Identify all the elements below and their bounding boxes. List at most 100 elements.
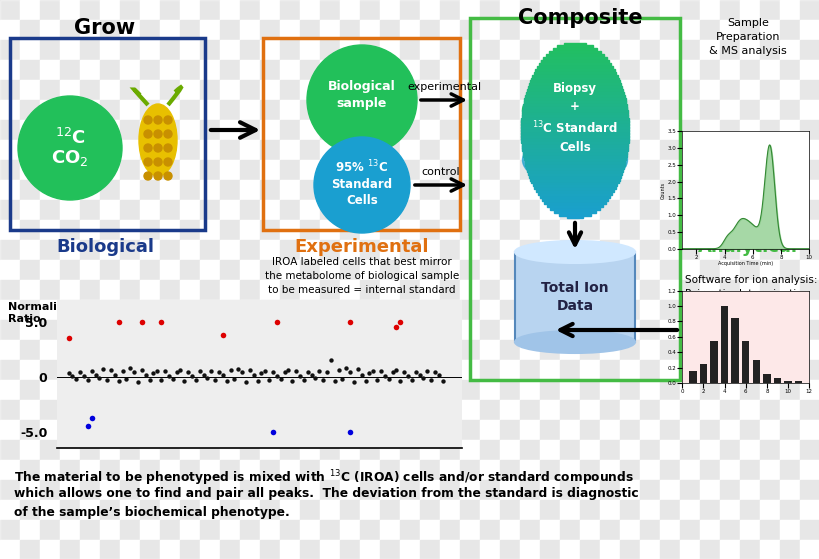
Bar: [459, 340, 479, 360]
Bar: [419, 200, 440, 220]
Point: [393, 318, 406, 326]
Bar: [219, 400, 240, 420]
Bar: [559, 260, 579, 280]
Bar: [459, 260, 479, 280]
Bar: [360, 200, 379, 220]
Bar: [579, 60, 600, 80]
Bar: [679, 80, 699, 100]
Bar: [400, 360, 419, 380]
Bar: [600, 80, 619, 100]
Bar: [639, 440, 659, 460]
Bar: [140, 100, 160, 120]
Bar: [522, 110, 627, 113]
Bar: [180, 0, 200, 20]
Bar: [779, 260, 799, 280]
Bar: [799, 120, 819, 140]
Point: [89, 370, 102, 379]
Bar: [535, 188, 613, 192]
Bar: [559, 380, 579, 400]
Bar: [479, 300, 500, 320]
Text: Biological: Biological: [56, 238, 154, 256]
Bar: [699, 280, 719, 300]
Bar: [699, 440, 719, 460]
Bar: [360, 240, 379, 260]
Bar: [100, 220, 120, 240]
Bar: [219, 300, 240, 320]
Bar: [759, 260, 779, 280]
Bar: [20, 200, 40, 220]
Bar: [739, 160, 759, 180]
Bar: [519, 80, 540, 100]
Bar: [479, 460, 500, 480]
Bar: [100, 80, 120, 100]
Bar: [40, 160, 60, 180]
Bar: [459, 400, 479, 420]
Bar: [340, 500, 360, 520]
Bar: [60, 520, 80, 540]
Bar: [419, 500, 440, 520]
Bar: [80, 460, 100, 480]
Bar: [240, 260, 260, 280]
Bar: [279, 0, 300, 20]
Bar: [279, 520, 300, 540]
Bar: [140, 400, 160, 420]
Bar: [379, 80, 400, 100]
Bar: [120, 480, 140, 500]
Bar: [739, 280, 759, 300]
Bar: [180, 280, 200, 300]
Bar: [600, 360, 619, 380]
Bar: [340, 280, 360, 300]
Bar: [639, 140, 659, 160]
Bar: [739, 200, 759, 220]
Point: [162, 371, 175, 380]
Bar: [440, 440, 459, 460]
Bar: [540, 520, 559, 540]
Point: [297, 376, 310, 385]
Bar: [419, 540, 440, 559]
Bar: [200, 260, 219, 280]
Point: [309, 373, 322, 382]
Bar: [180, 180, 200, 200]
Bar: [639, 220, 659, 240]
Bar: [60, 180, 80, 200]
Bar: [559, 20, 579, 40]
Bar: [379, 60, 400, 80]
Bar: [20, 80, 40, 100]
Point: [62, 334, 75, 343]
Bar: [699, 340, 719, 360]
Bar: [719, 440, 739, 460]
Bar: [759, 100, 779, 120]
Bar: [40, 260, 60, 280]
Bar: [659, 60, 679, 80]
Bar: [200, 60, 219, 80]
Bar: [519, 140, 540, 160]
Bar: [619, 460, 639, 480]
Bar: [739, 340, 759, 360]
Bar: [479, 320, 500, 340]
Point: [243, 366, 256, 375]
Point: [343, 427, 356, 436]
Bar: [300, 440, 319, 460]
Bar: [379, 500, 400, 520]
Bar: [40, 460, 60, 480]
Bar: [659, 20, 679, 40]
Bar: [260, 480, 279, 500]
Bar: [540, 60, 559, 80]
Bar: [739, 80, 759, 100]
Bar: [80, 520, 100, 540]
Bar: [773, 378, 781, 383]
Text: which allows one to find and pair all peaks.  The deviation from the standard is: which allows one to find and pair all pe…: [14, 487, 638, 500]
Circle shape: [154, 130, 162, 138]
Bar: [419, 20, 440, 40]
Point: [432, 370, 445, 379]
Bar: [526, 165, 623, 169]
Bar: [699, 60, 719, 80]
Text: Biological
sample: Biological sample: [328, 80, 396, 110]
Bar: [523, 150, 627, 154]
Bar: [479, 160, 500, 180]
Bar: [549, 51, 600, 55]
Ellipse shape: [522, 126, 627, 170]
Point: [397, 368, 410, 377]
Bar: [739, 260, 759, 280]
Bar: [340, 120, 360, 140]
